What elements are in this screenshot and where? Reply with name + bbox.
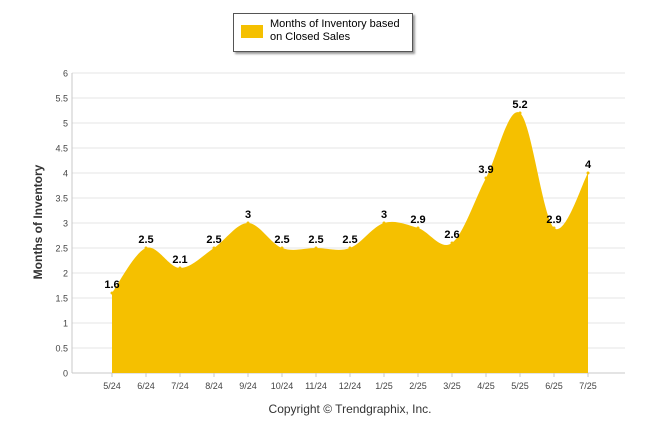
y-tick-label: 3.5 [55, 194, 68, 204]
series-area [112, 112, 588, 373]
x-tick-label: 1/25 [375, 381, 393, 391]
y-tick-label: 1 [63, 319, 68, 329]
data-label: 2.9 [410, 214, 425, 226]
data-point [246, 221, 250, 225]
data-point [314, 246, 318, 250]
data-label: 2.5 [274, 234, 289, 246]
x-tick-label: 9/24 [239, 381, 257, 391]
x-tick-label: 5/24 [103, 381, 121, 391]
y-axis-title: Months of Inventory [31, 164, 45, 280]
chart-legend[interactable]: Months of Inventory based on Closed Sale… [233, 13, 413, 52]
data-point [348, 246, 352, 250]
y-tick-label: 4 [63, 169, 68, 179]
x-tick-label: 7/24 [171, 381, 189, 391]
data-point [484, 176, 488, 180]
data-point [178, 266, 182, 270]
y-tick-label: 5.5 [55, 94, 68, 104]
data-point [144, 246, 148, 250]
data-point [110, 291, 114, 295]
y-tick-label: 5 [63, 119, 68, 129]
data-point [416, 226, 420, 230]
data-point [586, 171, 590, 175]
data-label: 2.1 [172, 254, 187, 266]
data-label: 2.5 [206, 234, 221, 246]
data-label: 3 [381, 209, 387, 221]
legend-swatch [241, 25, 263, 38]
data-label: 4 [585, 159, 592, 171]
data-label: 1.6 [104, 279, 119, 291]
data-point [518, 111, 522, 115]
y-tick-label: 4.5 [55, 144, 68, 154]
x-tick-label: 7/25 [579, 381, 597, 391]
data-label: 2.6 [444, 229, 459, 241]
y-tick-label: 3 [63, 219, 68, 229]
x-tick-label: 5/25 [511, 381, 529, 391]
y-tick-label: 6 [63, 69, 68, 79]
x-tick-label: 6/25 [545, 381, 563, 391]
data-label: 2.5 [138, 234, 153, 246]
data-label: 2.9 [546, 214, 561, 226]
data-point [382, 221, 386, 225]
copyright-text: Copyright © Trendgraphix, Inc. [268, 402, 432, 416]
data-label: 2.5 [342, 234, 357, 246]
data-label: 3 [245, 209, 251, 221]
data-point [450, 241, 454, 245]
y-tick-label: 1.5 [55, 294, 68, 304]
x-tick-label: 10/24 [271, 381, 294, 391]
y-tick-label: 0 [63, 369, 68, 379]
legend-label: Months of Inventory based on Closed Sale… [270, 18, 400, 43]
x-tick-label: 6/24 [137, 381, 155, 391]
x-tick-label: 11/24 [305, 381, 327, 391]
x-tick-label: 4/25 [477, 381, 495, 391]
data-point [212, 246, 216, 250]
data-point [280, 246, 284, 250]
data-label: 5.2 [512, 99, 527, 111]
data-point [552, 226, 556, 230]
y-tick-label: 2.5 [55, 244, 68, 254]
x-tick-label: 8/24 [205, 381, 223, 391]
x-tick-label: 3/25 [443, 381, 461, 391]
data-label: 2.5 [308, 234, 323, 246]
y-tick-label: 2 [63, 269, 68, 279]
y-tick-label: 0.5 [55, 344, 68, 354]
data-label: 3.9 [478, 164, 493, 176]
x-tick-label: 2/25 [409, 381, 427, 391]
x-tick-label: 12/24 [339, 381, 362, 391]
